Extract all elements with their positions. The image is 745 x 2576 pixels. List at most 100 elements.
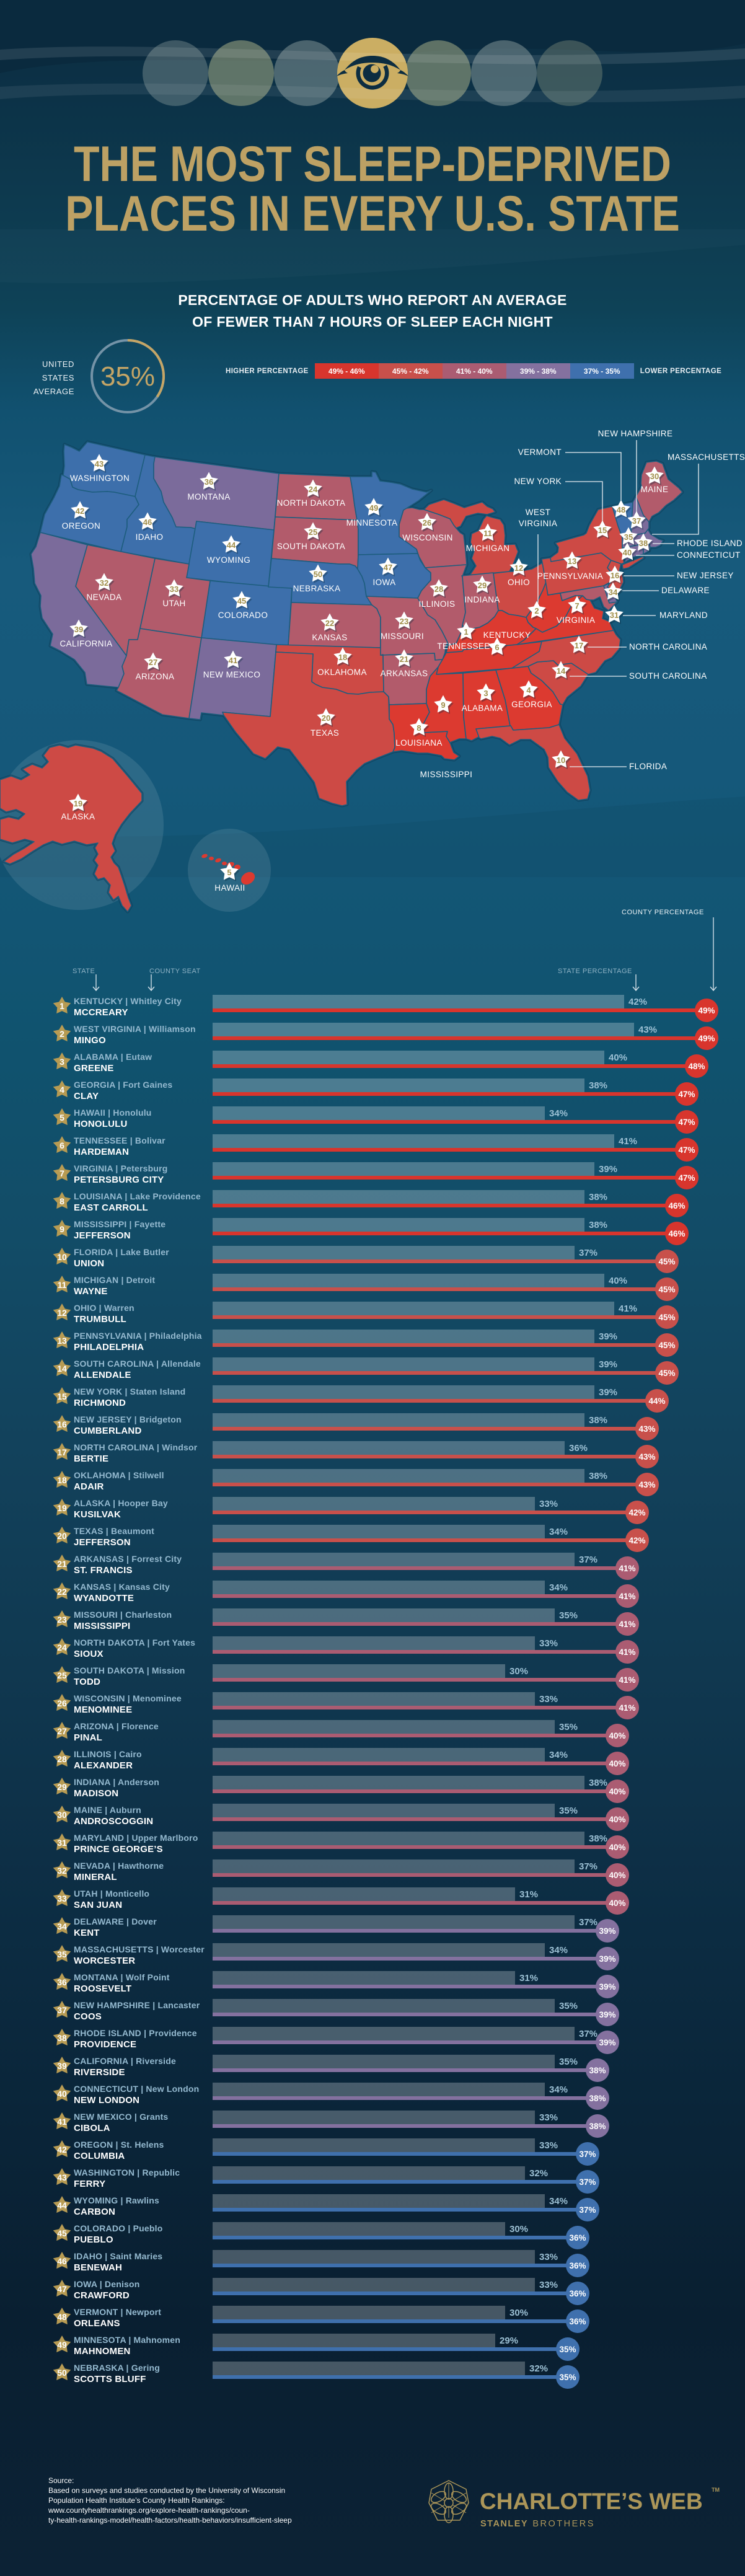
svg-text:10: 10 [557,756,565,765]
svg-text:31: 31 [610,611,619,620]
svg-text:IOWA: IOWA [372,578,395,587]
svg-text:SOUTH DAKOTA: SOUTH DAKOTA [277,542,345,551]
svg-text:VIRGINIA: VIRGINIA [519,519,557,528]
svg-text:40: 40 [623,548,632,557]
svg-text:KANSAS: KANSAS [312,633,347,642]
svg-text:KENTUCKY: KENTUCKY [483,630,531,640]
svg-text:OREGON: OREGON [62,521,100,531]
svg-text:25: 25 [57,1670,67,1680]
svg-text:18: 18 [338,653,347,662]
svg-text:33: 33 [170,584,179,594]
svg-text:5: 5 [227,868,231,877]
svg-text:INDIANA: INDIANA [464,595,500,604]
svg-text:IDAHO: IDAHO [136,532,164,542]
svg-text:21: 21 [57,1559,67,1569]
svg-text:36: 36 [57,1977,67,1987]
svg-text:41: 41 [229,656,237,665]
svg-text:21: 21 [400,655,408,664]
svg-text:ILLINOIS: ILLINOIS [419,599,456,609]
svg-text:TEXAS: TEXAS [311,728,339,738]
svg-text:26: 26 [423,518,431,527]
svg-text:FLORIDA: FLORIDA [629,762,667,771]
svg-text:15: 15 [57,1392,67,1401]
svg-text:7: 7 [575,601,579,611]
svg-text:MICHIGAN: MICHIGAN [466,544,510,553]
svg-text:30: 30 [57,1810,67,1820]
svg-text:45: 45 [57,2228,67,2238]
svg-text:50: 50 [57,2368,67,2378]
svg-text:13: 13 [568,557,576,566]
svg-text:WEST: WEST [526,508,551,517]
svg-text:3: 3 [483,689,488,698]
svg-text:CHARLOTTE’S WEB: CHARLOTTE’S WEB [480,2489,703,2514]
svg-text:NORTH CAROLINA: NORTH CAROLINA [629,642,707,651]
svg-text:1: 1 [60,1001,64,1011]
svg-text:37: 37 [57,2005,67,2015]
svg-text:24: 24 [309,485,318,494]
svg-text:MINNESOTA: MINNESOTA [346,518,398,527]
svg-text:16: 16 [57,1419,67,1429]
svg-text:23: 23 [57,1615,67,1625]
svg-text:VERMONT: VERMONT [518,448,562,457]
svg-text:5: 5 [60,1113,64,1123]
svg-text:OHIO: OHIO [508,578,530,587]
svg-text:35: 35 [624,532,633,542]
svg-text:39: 39 [74,625,83,634]
svg-text:12: 12 [57,1308,67,1318]
svg-text:29: 29 [57,1782,67,1792]
svg-text:41: 41 [57,2117,67,2127]
svg-text:ALABAMA: ALABAMA [462,704,503,713]
svg-text:6: 6 [60,1140,64,1150]
svg-text:HAWAII: HAWAII [214,883,245,893]
svg-text:47: 47 [384,563,392,572]
svg-text:MAINE: MAINE [641,485,669,494]
svg-text:GEORGIA: GEORGIA [511,700,552,709]
svg-text:48: 48 [617,505,625,514]
svg-text:NEW YORK: NEW YORK [514,477,562,486]
svg-text:33: 33 [57,1894,67,1903]
svg-text:TENNESSEE: TENNESSEE [437,642,490,651]
svg-text:46: 46 [57,2256,67,2266]
svg-text:NEW HAMPSHIRE: NEW HAMPSHIRE [598,429,673,438]
svg-text:29: 29 [478,581,487,590]
svg-text:27: 27 [57,1726,67,1736]
svg-text:42: 42 [76,506,84,516]
svg-text:2: 2 [534,606,539,615]
svg-text:34: 34 [609,588,618,597]
svg-text:NEBRASKA: NEBRASKA [293,584,341,593]
svg-text:35: 35 [57,1949,67,1959]
svg-text:19: 19 [74,799,82,808]
svg-text:9: 9 [441,700,445,710]
svg-text:3: 3 [60,1057,64,1067]
svg-text:47: 47 [57,2284,67,2294]
svg-text:11: 11 [58,1280,67,1290]
svg-text:28: 28 [434,584,443,594]
svg-text:23: 23 [400,617,408,626]
svg-text:17: 17 [575,641,583,650]
svg-text:22: 22 [57,1587,67,1597]
svg-text:12: 12 [514,563,523,573]
svg-text:14: 14 [57,1364,67,1374]
svg-text:DELAWARE: DELAWARE [661,586,710,595]
svg-text:8: 8 [60,1196,64,1206]
svg-text:13: 13 [57,1336,67,1346]
svg-text:NORTH DAKOTA: NORTH DAKOTA [277,498,346,508]
svg-text:37: 37 [632,516,641,526]
svg-text:UTAH: UTAH [162,599,185,608]
svg-text:1: 1 [464,627,468,637]
svg-text:49: 49 [57,2340,67,2350]
svg-text:SOUTH CAROLINA: SOUTH CAROLINA [629,671,707,681]
svg-text:WISCONSIN: WISCONSIN [402,533,453,542]
svg-text:4: 4 [526,686,531,695]
svg-text:25: 25 [309,527,317,537]
svg-text:42: 42 [57,2145,67,2155]
svg-text:MONTANA: MONTANA [187,492,230,501]
svg-text:RHODE ISLAND: RHODE ISLAND [677,539,743,548]
svg-text:COLORADO: COLORADO [218,611,268,620]
svg-text:35%: 35% [100,361,155,392]
svg-text:49: 49 [369,503,378,513]
svg-text:39: 39 [57,2061,67,2071]
svg-text:MISSOURI: MISSOURI [381,632,424,641]
svg-text:10: 10 [57,1252,67,1262]
svg-text:4: 4 [60,1085,64,1095]
